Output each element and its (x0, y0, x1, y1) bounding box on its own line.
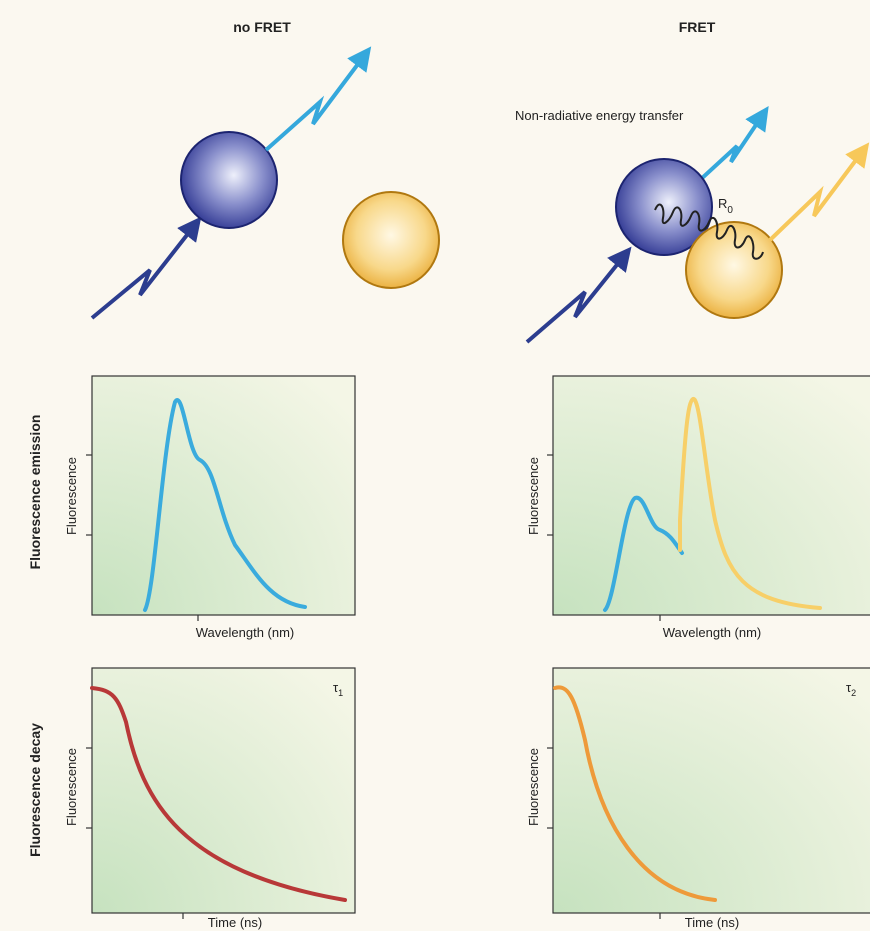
lifetime-subscript: 1 (338, 688, 343, 698)
row-label: Fluorescence decay (27, 723, 43, 857)
acceptor (343, 192, 439, 288)
y-label: Fluorescence (526, 748, 541, 826)
distance-label: R0 (718, 196, 733, 216)
annotation: Non-radiative energy transfer (515, 108, 684, 123)
x-label: Wavelength (nm) (196, 625, 295, 640)
x-label: Time (ns) (208, 915, 262, 930)
emission-arrow (770, 152, 862, 240)
distance-subscript: 0 (727, 205, 733, 216)
emission-arrow (266, 56, 364, 150)
figure: no FRET FRET Non-radiative energy transf… (0, 0, 870, 931)
y-label: Fluorescence (64, 457, 79, 535)
emission-arrow (700, 116, 762, 180)
column-title: FRET (679, 19, 716, 35)
x-label: Time (ns) (685, 915, 739, 930)
acceptor (686, 222, 782, 318)
lifetime-subscript: 2 (851, 688, 856, 698)
x-label: Wavelength (nm) (663, 625, 762, 640)
donor (181, 132, 277, 228)
y-label: Fluorescence (64, 748, 79, 826)
row-label: Fluorescence emission (27, 415, 43, 570)
excitation-arrow (527, 256, 624, 342)
decay-panel (92, 668, 355, 913)
distance-symbol: R (718, 196, 727, 211)
emission-panel (92, 376, 355, 615)
y-label: Fluorescence (526, 457, 541, 535)
excitation-arrow (92, 226, 194, 318)
decay-panel (553, 668, 870, 913)
column-title: no FRET (233, 19, 291, 35)
